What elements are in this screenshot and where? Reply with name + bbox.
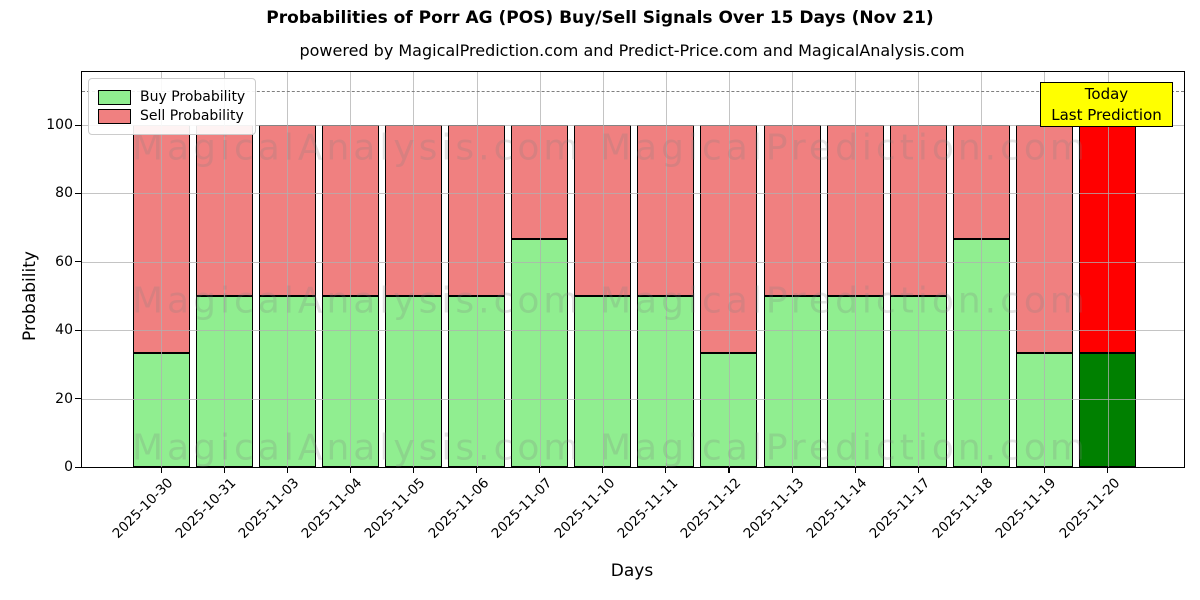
plot-area: 2025-10-30 2025-10-31 2025-11-03 2025-11-04… [46, 71, 1185, 542]
legend-label-sell: Sell Probability [140, 108, 244, 124]
legend: Buy Probability Sell Probability [88, 78, 257, 135]
watermark-text: MagicalAnalysis.com [132, 427, 583, 469]
x-tick-mark [412, 467, 415, 473]
x-tick-mark [476, 467, 478, 473]
horizontal-gridline [82, 330, 1184, 332]
vertical-gridline [855, 72, 857, 467]
x-tick-mark [160, 467, 162, 473]
vertical-gridline [792, 72, 793, 467]
y-axis-title: Probability [20, 251, 40, 341]
today-annotation: Today Last Prediction [1040, 82, 1173, 127]
vertical-gridline [539, 72, 541, 467]
x-tick-mark [854, 467, 856, 473]
legend-label-buy: Buy Probability [140, 89, 246, 105]
chart-subtitle: powered by MagicalPrediction.com and Pre… [299, 41, 965, 60]
y-tick-mark [75, 261, 81, 263]
x-tick-mark [223, 467, 225, 473]
y-tick-mark [75, 398, 81, 400]
vertical-gridline [918, 72, 920, 467]
sell-color-swatch [98, 108, 131, 124]
watermark-text: MagicalAnalysis.com [132, 280, 583, 322]
horizontal-gridline [82, 398, 1184, 400]
today-annotation-line1: Today [1084, 84, 1129, 103]
y-tick-label: 40 [55, 322, 73, 339]
x-tick-mark [1043, 467, 1046, 473]
x-tick-mark [349, 467, 351, 473]
x-tick-mark [791, 467, 793, 473]
vertical-gridline [413, 72, 415, 467]
vertical-gridline [1044, 72, 1046, 467]
x-tick-mark [728, 467, 730, 473]
buy-color-swatch [98, 89, 131, 105]
today-annotation-line2: Last Prediction [1051, 105, 1162, 124]
y-tick-mark [75, 192, 81, 195]
x-tick-mark [1107, 467, 1109, 473]
watermark-text: MagicalPrediction.com [600, 280, 1089, 322]
x-tick-mark [286, 467, 288, 473]
horizontal-gridline [82, 261, 1184, 263]
chart-title: Probabilities of Porr AG (POS) Buy/Sell … [266, 8, 934, 28]
horizontal-gridline [82, 125, 1184, 126]
x-tick-mark [917, 467, 919, 473]
y-tick-label: 60 [55, 253, 73, 270]
vertical-gridline [602, 72, 604, 467]
vertical-gridline [350, 72, 352, 467]
vertical-gridline [161, 72, 162, 467]
x-tick-mark [602, 467, 604, 473]
vertical-gridline [224, 72, 226, 467]
y-tick-label: 0 [64, 459, 73, 475]
y-tick-label: 80 [55, 185, 73, 202]
y-tick-mark [75, 329, 81, 331]
y-tick-label: 20 [55, 390, 73, 407]
legend-entry-sell: Sell Probability [98, 108, 245, 124]
y-tick-label: 100 [46, 117, 73, 133]
horizontal-gridline [82, 193, 1184, 195]
x-tick-mark [665, 467, 667, 473]
legend-entry-buy: Buy Probability [98, 89, 245, 105]
y-tick-mark [75, 124, 81, 126]
watermark-text: MagicalPrediction.com [600, 427, 1089, 469]
watermark-text: MagicalPrediction.com [600, 127, 1089, 169]
vertical-gridline [665, 72, 667, 467]
dashed-threshold-line [82, 90, 1184, 92]
vertical-gridline [1107, 72, 1109, 467]
vertical-gridline [287, 72, 289, 467]
y-tick-mark [75, 466, 81, 468]
x-tick-mark [539, 467, 541, 473]
vertical-gridline [476, 72, 478, 467]
vertical-gridline [981, 72, 983, 467]
x-axis-title: Days [610, 561, 654, 581]
vertical-gridline [728, 72, 730, 467]
x-tick-mark [980, 467, 982, 473]
